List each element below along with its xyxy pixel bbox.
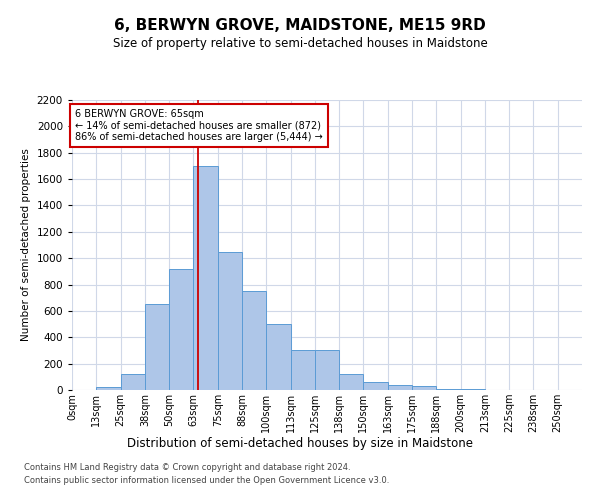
Bar: [96, 388, 121, 390]
Bar: [339, 374, 364, 390]
Text: Distribution of semi-detached houses by size in Maidstone: Distribution of semi-detached houses by …: [127, 438, 473, 450]
Text: Contains public sector information licensed under the Open Government Licence v3: Contains public sector information licen…: [24, 476, 389, 485]
Bar: [290, 350, 315, 390]
Bar: [218, 252, 242, 390]
Bar: [388, 384, 412, 390]
Bar: [242, 291, 266, 390]
Bar: [364, 382, 388, 390]
Bar: [169, 268, 193, 390]
Text: 6 BERWYN GROVE: 65sqm
← 14% of semi-detached houses are smaller (872)
86% of sem: 6 BERWYN GROVE: 65sqm ← 14% of semi-deta…: [75, 109, 323, 142]
Y-axis label: Number of semi-detached properties: Number of semi-detached properties: [21, 148, 31, 342]
Bar: [193, 166, 218, 390]
Text: Size of property relative to semi-detached houses in Maidstone: Size of property relative to semi-detach…: [113, 38, 487, 51]
Bar: [121, 374, 145, 390]
Text: Contains HM Land Registry data © Crown copyright and database right 2024.: Contains HM Land Registry data © Crown c…: [24, 464, 350, 472]
Bar: [436, 388, 461, 390]
Bar: [266, 324, 290, 390]
Bar: [412, 386, 436, 390]
Bar: [315, 350, 339, 390]
Bar: [145, 304, 169, 390]
Text: 6, BERWYN GROVE, MAIDSTONE, ME15 9RD: 6, BERWYN GROVE, MAIDSTONE, ME15 9RD: [114, 18, 486, 32]
